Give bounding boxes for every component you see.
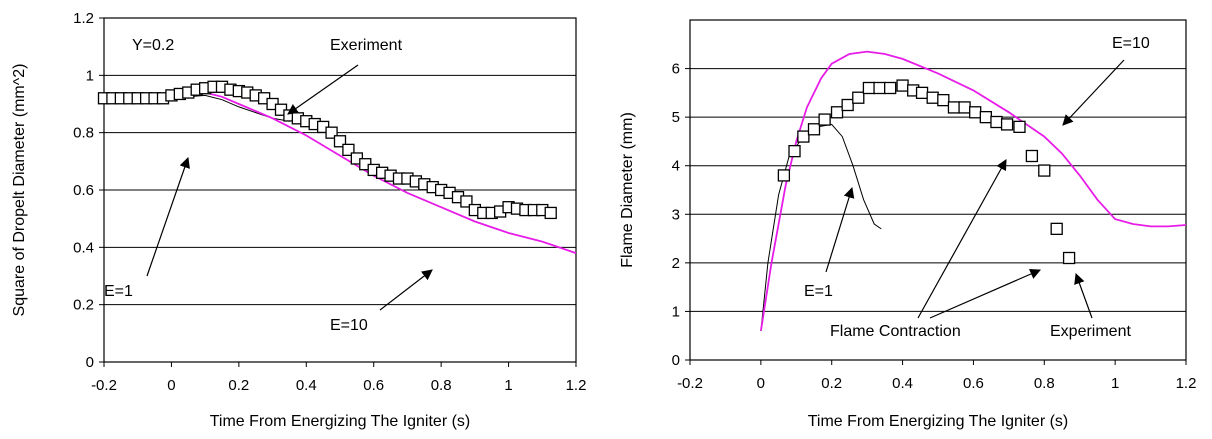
data-point [873, 81, 886, 95]
y-axis-label: Flame Diameter (mm) [619, 112, 636, 268]
series-line-e-10 [760, 50, 1187, 332]
arrow-e10 [379, 269, 433, 311]
x-tick-label: 0.8 [1034, 375, 1055, 392]
arrow-e1 [825, 186, 855, 273]
y-tick-labels: 0 0.2 0.4 0.6 0.8 1 1.2 [73, 10, 104, 371]
data-point [342, 143, 355, 157]
series-markers [97, 80, 557, 220]
data-point [969, 106, 982, 119]
chart-flame-diameter: 0 1 2 3 4 5 6 -0.2 0 0.2 0.4 0.6 0.8 1 1.2 Time From … [619, 19, 1196, 430]
arrow-flame-contraction-1 [917, 159, 1007, 319]
data-point [884, 81, 897, 95]
y-tick-label: 0.6 [73, 182, 94, 199]
y-tick-label: 0.8 [73, 125, 94, 142]
x-tick-label: 0.2 [228, 377, 249, 394]
data-point [460, 195, 473, 208]
data-point [990, 115, 1003, 129]
y-tick-label: 5 [672, 109, 680, 126]
y-tick-label: 1 [86, 67, 94, 84]
data-point [788, 144, 801, 158]
x-tick-label: -0.2 [91, 377, 117, 394]
y-axis-label: Square of Dropelt Diameter (mm^2) [11, 64, 28, 317]
annotation-y-value: Y=0.2 [132, 37, 174, 54]
series-markers [777, 79, 1076, 265]
y-tick-labels: 0 1 2 3 4 5 6 [672, 61, 690, 369]
data-point [818, 113, 831, 126]
gridlines [104, 74, 576, 306]
data-point [926, 91, 939, 104]
series-lines [104, 91, 577, 254]
data-point [325, 126, 338, 139]
x-tick-label: 0.8 [431, 377, 452, 394]
x-tick-label: 0.6 [363, 377, 384, 394]
data-point [896, 79, 909, 92]
y-tick-label: 4 [672, 158, 680, 175]
data-point [333, 135, 347, 148]
arrow-e1 [146, 156, 190, 277]
annotation-experiment: Experiment [1050, 323, 1131, 340]
x-tick-label: 1 [1111, 375, 1119, 392]
x-tick-label: 1 [504, 377, 512, 394]
data-point [807, 123, 821, 136]
data-point [1013, 120, 1026, 134]
data-point [830, 106, 844, 119]
x-tick-label: 0.6 [963, 375, 984, 392]
data-point [777, 169, 791, 182]
data-point [958, 101, 971, 114]
data-point [915, 86, 929, 100]
data-point [852, 91, 865, 104]
gridlines [690, 68, 1186, 312]
data-point [797, 130, 810, 143]
y-tick-label: 0.2 [73, 297, 94, 314]
y-tick-label: 0.4 [73, 239, 94, 256]
plot-area [689, 19, 1187, 361]
x-tick-label: -0.2 [677, 375, 703, 392]
arrow-experiment [1074, 272, 1093, 319]
x-tick-labels: -0.2 0 0.2 0.4 0.6 0.8 1 1.2 [91, 362, 586, 394]
y-tick-label: 3 [672, 206, 680, 223]
data-point [841, 98, 854, 112]
annotation-e10: E=10 [330, 317, 368, 334]
data-point [544, 206, 557, 220]
x-axis-label: Time From Energizing The Igniter (s) [808, 413, 1069, 430]
y-tick-label: 0 [672, 352, 680, 369]
annotation-e1: E=1 [804, 283, 833, 300]
x-tick-label: 1.2 [566, 377, 587, 394]
x-tick-label: 0.4 [892, 375, 913, 392]
data-point [937, 93, 950, 107]
annotation-experiment: Exeriment [330, 37, 403, 54]
y-tick-label: 2 [672, 255, 680, 272]
x-tick-label: 0 [757, 375, 765, 392]
arrow-flame-contraction-2 [929, 268, 1041, 319]
data-point [862, 81, 876, 95]
data-point [1062, 251, 1076, 265]
x-tick-label: 0.4 [296, 377, 317, 394]
data-point [1038, 164, 1051, 177]
x-tick-label: 0 [167, 377, 175, 394]
data-point [1000, 118, 1014, 131]
y-tick-label: 1.2 [73, 10, 94, 27]
x-tick-labels: -0.2 0 0.2 0.4 0.6 0.8 1 1.2 [677, 360, 1196, 392]
annotation-flame-contraction: Flame Contraction [830, 323, 961, 340]
y-tick-label: 1 [672, 303, 680, 320]
data-point [979, 110, 992, 124]
arrow-e10 [1062, 59, 1125, 126]
data-point [947, 101, 961, 114]
annotation-e1: E=1 [104, 283, 133, 300]
data-point [1025, 149, 1039, 163]
chart-droplet-diameter: 00.20.40.60.811.2 -0.2 0 0.2 0.4 0.6 0.8 1 1.2 … [11, 10, 586, 430]
y-tick-label: 6 [672, 61, 680, 78]
x-tick-label: 0.2 [821, 375, 842, 392]
data-point [1050, 222, 1063, 236]
y-tick-label: 0 [86, 354, 94, 371]
arrow-experiment [287, 64, 359, 115]
x-tick-label: 1.2 [1176, 375, 1197, 392]
annotation-e10: E=10 [1112, 35, 1150, 52]
x-axis-label: Time From Energizing The Igniter (s) [210, 413, 471, 430]
